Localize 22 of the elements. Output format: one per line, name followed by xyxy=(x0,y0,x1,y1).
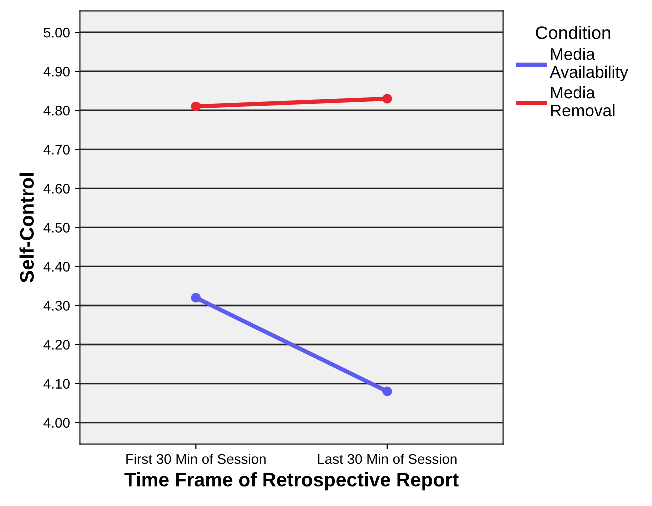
point xyxy=(382,94,392,104)
y-tick-label: 4.60 xyxy=(44,184,70,194)
y-tick-label: 4.90 xyxy=(44,66,70,77)
y-tick-label: 4.00 xyxy=(44,418,70,428)
point xyxy=(191,102,201,112)
y-tick-label: 5.00 xyxy=(44,28,70,38)
y-tick-label: 4.10 xyxy=(44,379,70,389)
legend-title: Condition xyxy=(536,26,610,40)
y-axis-title: Self-Control xyxy=(20,173,34,283)
x-axis-title: Time Frame of Retrospective Report xyxy=(124,472,459,491)
x-tick-label: First 30 Min of Session xyxy=(126,454,266,464)
y-tick-label: 4.30 xyxy=(44,301,70,311)
y-tick-label: 4.20 xyxy=(44,340,70,350)
y-tick-label: 4.80 xyxy=(44,106,70,116)
point xyxy=(382,386,392,396)
legend-label: Media Availability xyxy=(550,48,628,82)
y-tick-label: 4.70 xyxy=(44,144,70,155)
x-tick-label: Last 30 Min of Session xyxy=(318,454,457,464)
point xyxy=(191,293,201,303)
y-tick-label: 4.50 xyxy=(44,223,70,233)
legend-label: Media Removal xyxy=(551,86,615,117)
y-tick-label: 4.40 xyxy=(44,262,70,272)
